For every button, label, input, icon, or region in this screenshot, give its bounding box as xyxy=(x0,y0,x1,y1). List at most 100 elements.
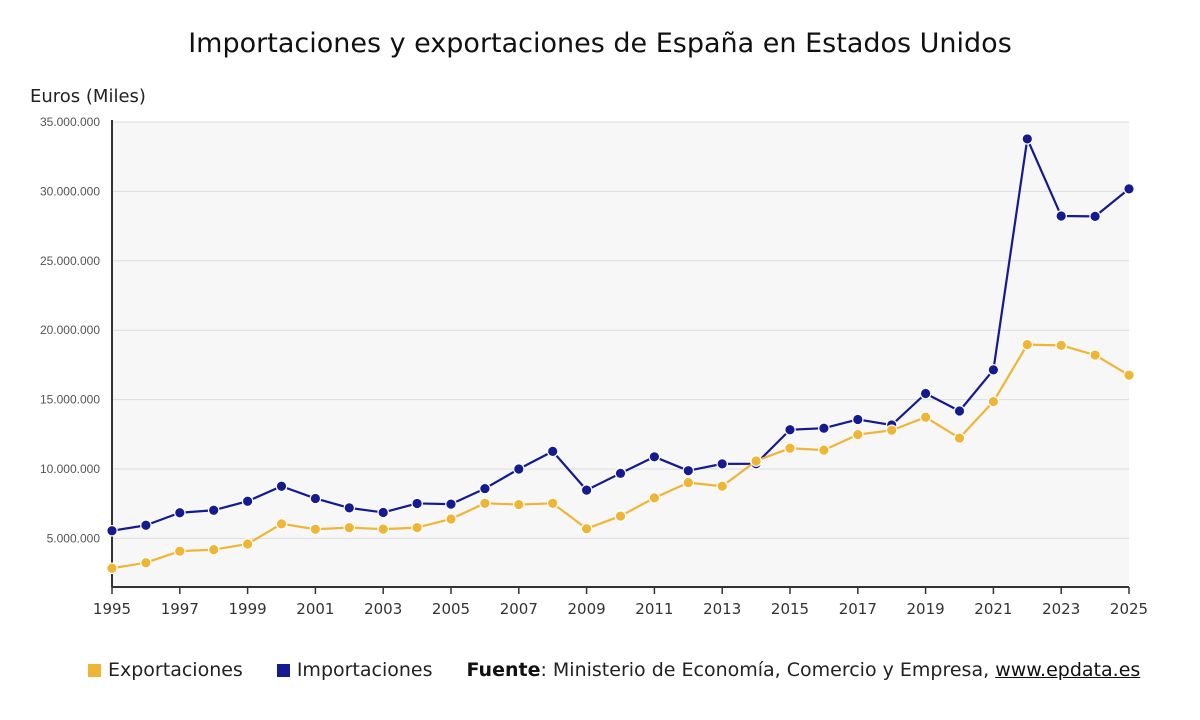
data-point-importaciones[interactable] xyxy=(106,524,118,537)
data-point-importaciones[interactable] xyxy=(1089,210,1101,223)
y-tick-labels: 5.000.000 10.000.000 15.000.000 20.000.000 2… xyxy=(40,115,100,545)
legend-swatch-importaciones xyxy=(276,663,290,677)
data-point-importaciones[interactable] xyxy=(580,484,593,496)
data-point-importaciones[interactable] xyxy=(784,423,796,436)
y-tick-label: 30.000.000 xyxy=(40,184,100,198)
data-point-importaciones[interactable] xyxy=(411,497,423,510)
data-point-exportaciones[interactable] xyxy=(512,498,525,511)
data-point-exportaciones[interactable] xyxy=(784,442,796,454)
data-point-importaciones[interactable] xyxy=(174,506,186,519)
data-point-exportaciones[interactable] xyxy=(716,480,728,493)
chart-title: Importaciones y exportaciones de España … xyxy=(188,28,1012,59)
x-tick-label: 1995 xyxy=(93,600,131,618)
data-point-importaciones[interactable] xyxy=(716,458,728,470)
data-point-exportaciones[interactable] xyxy=(106,562,118,575)
data-point-exportaciones[interactable] xyxy=(377,523,389,535)
data-point-exportaciones[interactable] xyxy=(919,411,932,424)
data-point-exportaciones[interactable] xyxy=(546,497,559,510)
data-point-importaciones[interactable] xyxy=(445,498,457,510)
data-point-importaciones[interactable] xyxy=(648,450,661,463)
data-point-exportaciones[interactable] xyxy=(885,424,898,437)
x-tick-label: 2009 xyxy=(568,600,606,618)
data-point-exportaciones[interactable] xyxy=(953,432,966,444)
legend-item-importaciones[interactable]: Importaciones xyxy=(276,659,433,681)
data-point-importaciones[interactable] xyxy=(851,413,864,426)
source-note: Fuente: Ministerio de Economía, Comercio… xyxy=(467,659,1141,681)
data-point-importaciones[interactable] xyxy=(818,422,830,435)
data-point-exportaciones[interactable] xyxy=(1055,339,1067,352)
data-point-exportaciones[interactable] xyxy=(275,518,288,530)
data-point-importaciones[interactable] xyxy=(512,463,525,475)
x-tick-label: 2007 xyxy=(500,600,538,618)
series-importaciones xyxy=(106,133,1135,537)
data-point-exportaciones[interactable] xyxy=(241,538,254,550)
source-text: Ministerio de Economía, Comercio y Empre… xyxy=(546,659,996,681)
legend-label-exportaciones: Exportaciones xyxy=(108,659,243,681)
data-point-importaciones[interactable] xyxy=(309,492,322,505)
data-point-exportaciones[interactable] xyxy=(309,523,322,536)
data-point-importaciones[interactable] xyxy=(377,506,389,519)
data-point-exportaciones[interactable] xyxy=(851,428,864,441)
data-point-exportaciones[interactable] xyxy=(411,521,423,534)
data-point-exportaciones[interactable] xyxy=(140,556,152,569)
x-tick-label: 2003 xyxy=(364,600,402,618)
series-exportaciones xyxy=(106,338,1135,575)
data-point-exportaciones[interactable] xyxy=(818,444,830,456)
data-point-importaciones[interactable] xyxy=(1123,183,1135,195)
legend-swatch-exportaciones xyxy=(88,663,101,677)
data-point-importaciones[interactable] xyxy=(241,495,254,508)
y-tick-label: 15.000.000 xyxy=(40,393,100,407)
x-tick-label: 2011 xyxy=(635,600,673,618)
data-point-importaciones[interactable] xyxy=(140,519,152,532)
x-tick-label: 2001 xyxy=(296,600,334,618)
x-tick-label: 2023 xyxy=(1042,600,1080,618)
x-tick-label: 2017 xyxy=(839,600,877,618)
data-point-importaciones[interactable] xyxy=(1055,210,1067,222)
y-tick-label: 35.000.000 xyxy=(40,115,100,129)
data-point-exportaciones[interactable] xyxy=(1021,338,1034,351)
y-axis-label: Euros (Miles) xyxy=(30,86,146,107)
data-point-importaciones[interactable] xyxy=(682,464,695,477)
x-tick-label: 1997 xyxy=(161,600,199,618)
x-tick-label: 1999 xyxy=(229,600,267,618)
data-point-exportaciones[interactable] xyxy=(343,521,356,534)
data-point-importaciones[interactable] xyxy=(919,387,932,400)
y-tick-label: 25.000.000 xyxy=(40,254,100,268)
series-group xyxy=(106,133,1135,575)
data-point-exportaciones[interactable] xyxy=(750,455,762,467)
data-point-importaciones[interactable] xyxy=(343,502,356,514)
source-separator: : xyxy=(540,659,547,681)
data-point-exportaciones[interactable] xyxy=(445,513,457,525)
data-point-exportaciones[interactable] xyxy=(987,395,1000,408)
x-tick-label: 2021 xyxy=(974,600,1012,618)
data-point-exportaciones[interactable] xyxy=(479,497,491,510)
data-point-importaciones[interactable] xyxy=(987,364,1000,376)
y-tick-label: 10.000.000 xyxy=(40,462,100,476)
data-point-importaciones[interactable] xyxy=(614,467,627,480)
legend-label-importaciones: Importaciones xyxy=(296,659,433,681)
x-tick-label: 2015 xyxy=(771,600,809,618)
source-label: Fuente xyxy=(466,659,541,681)
y-tick-label: 5.000.000 xyxy=(47,531,101,545)
data-point-exportaciones[interactable] xyxy=(1123,369,1135,381)
data-point-exportaciones[interactable] xyxy=(207,543,220,556)
data-point-exportaciones[interactable] xyxy=(580,522,593,535)
data-point-importaciones[interactable] xyxy=(479,482,491,495)
data-point-importaciones[interactable] xyxy=(953,405,966,417)
data-point-exportaciones[interactable] xyxy=(1089,349,1101,361)
data-point-exportaciones[interactable] xyxy=(174,545,186,557)
data-point-importaciones[interactable] xyxy=(275,480,288,493)
data-point-importaciones[interactable] xyxy=(1021,133,1034,145)
data-point-exportaciones[interactable] xyxy=(614,510,627,522)
data-point-importaciones[interactable] xyxy=(546,445,559,458)
data-point-exportaciones[interactable] xyxy=(648,492,661,504)
x-tick-labels: 1995 1997 1999 2001 2003 2005 2007 2009 2011 2013… xyxy=(93,587,1148,618)
source-link[interactable]: www.epdata.es xyxy=(995,659,1141,681)
grid-lines xyxy=(112,121,1129,539)
data-point-importaciones[interactable] xyxy=(207,504,220,517)
data-point-exportaciones[interactable] xyxy=(682,476,695,489)
legend-item-exportaciones[interactable]: Exportaciones xyxy=(88,659,243,681)
y-tick-label: 20.000.000 xyxy=(40,323,100,337)
